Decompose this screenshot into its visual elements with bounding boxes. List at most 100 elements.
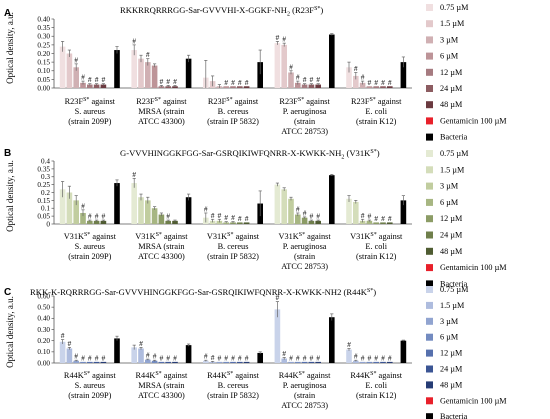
bar bbox=[138, 58, 144, 88]
significance-mark: # bbox=[245, 78, 249, 87]
chart-title: RKK-K-RQRRRGG-Sar-GVVVHINGGKFGG-Sar-GSRQ… bbox=[30, 287, 376, 297]
significance-mark: # bbox=[388, 353, 392, 362]
x-category-strain: (strain 209P) bbox=[68, 391, 111, 400]
x-category-strain: (strain IP 5832) bbox=[207, 391, 259, 400]
legend-swatch bbox=[426, 85, 433, 92]
significance-mark: # bbox=[139, 339, 143, 348]
significance-mark: # bbox=[88, 75, 92, 84]
bar bbox=[281, 358, 287, 363]
legend-swatch bbox=[426, 231, 433, 239]
x-category-against: against bbox=[89, 97, 115, 106]
bar bbox=[151, 65, 158, 88]
legend-label: Gentamicin 100 µM bbox=[440, 396, 507, 405]
x-category-superscript: S* bbox=[299, 371, 305, 377]
significance-mark: # bbox=[102, 353, 106, 362]
bar bbox=[366, 220, 373, 224]
bar bbox=[185, 58, 192, 88]
bar bbox=[366, 361, 373, 363]
significance-mark: # bbox=[218, 211, 222, 220]
x-category-organism: MRSA (strain bbox=[138, 381, 185, 390]
bar bbox=[223, 361, 229, 363]
x-category-strain: (strain bbox=[294, 252, 316, 261]
significance-mark: # bbox=[231, 78, 235, 87]
x-category-label: R23FS* against S. aureus (strain 209P) bbox=[65, 97, 116, 126]
x-category-superscript: S* bbox=[156, 232, 162, 238]
legend-swatch bbox=[426, 264, 433, 272]
x-category-organism: E. coli bbox=[365, 107, 387, 116]
legend-label: Bacteria bbox=[440, 412, 468, 419]
y-tick-label: 0 bbox=[46, 220, 50, 228]
significance-mark: # bbox=[204, 352, 208, 361]
bar bbox=[114, 50, 120, 88]
bar bbox=[145, 359, 151, 363]
y-tick-label: 0.30 bbox=[37, 33, 50, 41]
x-category-peptide: R23F bbox=[65, 97, 84, 106]
x-category-superscript: S* bbox=[83, 97, 89, 103]
x-category-superscript: S* bbox=[84, 232, 90, 238]
y-tick-label: 0.50 bbox=[37, 304, 50, 312]
bar bbox=[257, 352, 263, 363]
x-category-superscript: S* bbox=[370, 371, 376, 377]
y-tick-label: 0.00 bbox=[37, 84, 50, 92]
significance-mark: # bbox=[347, 340, 351, 349]
significance-mark: # bbox=[132, 36, 136, 45]
y-tick-label: 0.15 bbox=[37, 59, 50, 67]
legend-swatch bbox=[426, 301, 433, 309]
x-category-superscript: S* bbox=[226, 97, 232, 103]
significance-mark: # bbox=[74, 352, 78, 361]
x-category-peptide: R23F bbox=[136, 97, 155, 106]
significance-mark: # bbox=[368, 212, 372, 221]
significance-mark: # bbox=[289, 62, 293, 71]
significance-mark: # bbox=[224, 213, 228, 222]
bar bbox=[373, 222, 379, 224]
significance-mark: # bbox=[218, 353, 222, 362]
significance-mark: # bbox=[282, 35, 286, 44]
bar bbox=[373, 361, 379, 363]
legend-label: Gentamicin 100 µM bbox=[440, 263, 507, 272]
legend-label: 12 µM bbox=[440, 214, 463, 223]
legend-label: 48 µM bbox=[440, 100, 463, 109]
bar bbox=[281, 189, 287, 224]
significance-mark: # bbox=[361, 211, 365, 220]
significance-mark: # bbox=[310, 353, 314, 362]
x-category-label: R23FS* against B. cereus (strain IP 5832) bbox=[207, 97, 259, 126]
y-tick-label: 0.30 bbox=[37, 326, 50, 334]
x-category-peptide: R23F bbox=[208, 97, 227, 106]
x-category-against: against bbox=[161, 97, 187, 106]
bar bbox=[346, 349, 352, 363]
bar bbox=[172, 361, 178, 363]
legend-label: 48 µM bbox=[440, 380, 463, 389]
bar bbox=[237, 86, 243, 88]
y-tick-label: 0.05 bbox=[37, 213, 50, 221]
panel-label: A bbox=[4, 8, 11, 19]
bar bbox=[158, 214, 165, 224]
significance-mark: # bbox=[231, 353, 235, 362]
bar bbox=[59, 341, 66, 363]
legend-swatch bbox=[426, 381, 433, 389]
significance-mark: # bbox=[61, 331, 65, 340]
x-category-organism: E. coli bbox=[365, 242, 387, 251]
bar bbox=[243, 86, 250, 88]
bar bbox=[359, 361, 366, 363]
bar bbox=[80, 361, 86, 363]
y-tick-label: 0.60 bbox=[37, 292, 50, 300]
bar bbox=[315, 220, 321, 224]
y-tick-label: 0.3 bbox=[41, 173, 50, 181]
significance-mark: # bbox=[146, 50, 150, 59]
x-category-strain: (strain K12) bbox=[356, 117, 397, 126]
significance-mark: # bbox=[204, 204, 208, 213]
bar bbox=[80, 212, 86, 224]
y-tick-label: 0.05 bbox=[37, 76, 50, 84]
bar bbox=[151, 360, 158, 363]
bar bbox=[274, 43, 281, 88]
chart-title-peptide: (V31K bbox=[344, 148, 371, 158]
significance-mark: # bbox=[388, 214, 392, 223]
significance-mark: # bbox=[102, 212, 106, 221]
bar bbox=[87, 84, 93, 88]
significance-mark: # bbox=[361, 353, 365, 362]
bar bbox=[308, 220, 315, 224]
y-tick-label: 0.40 bbox=[37, 15, 50, 23]
bar bbox=[59, 46, 66, 88]
legend-swatch bbox=[426, 198, 433, 206]
